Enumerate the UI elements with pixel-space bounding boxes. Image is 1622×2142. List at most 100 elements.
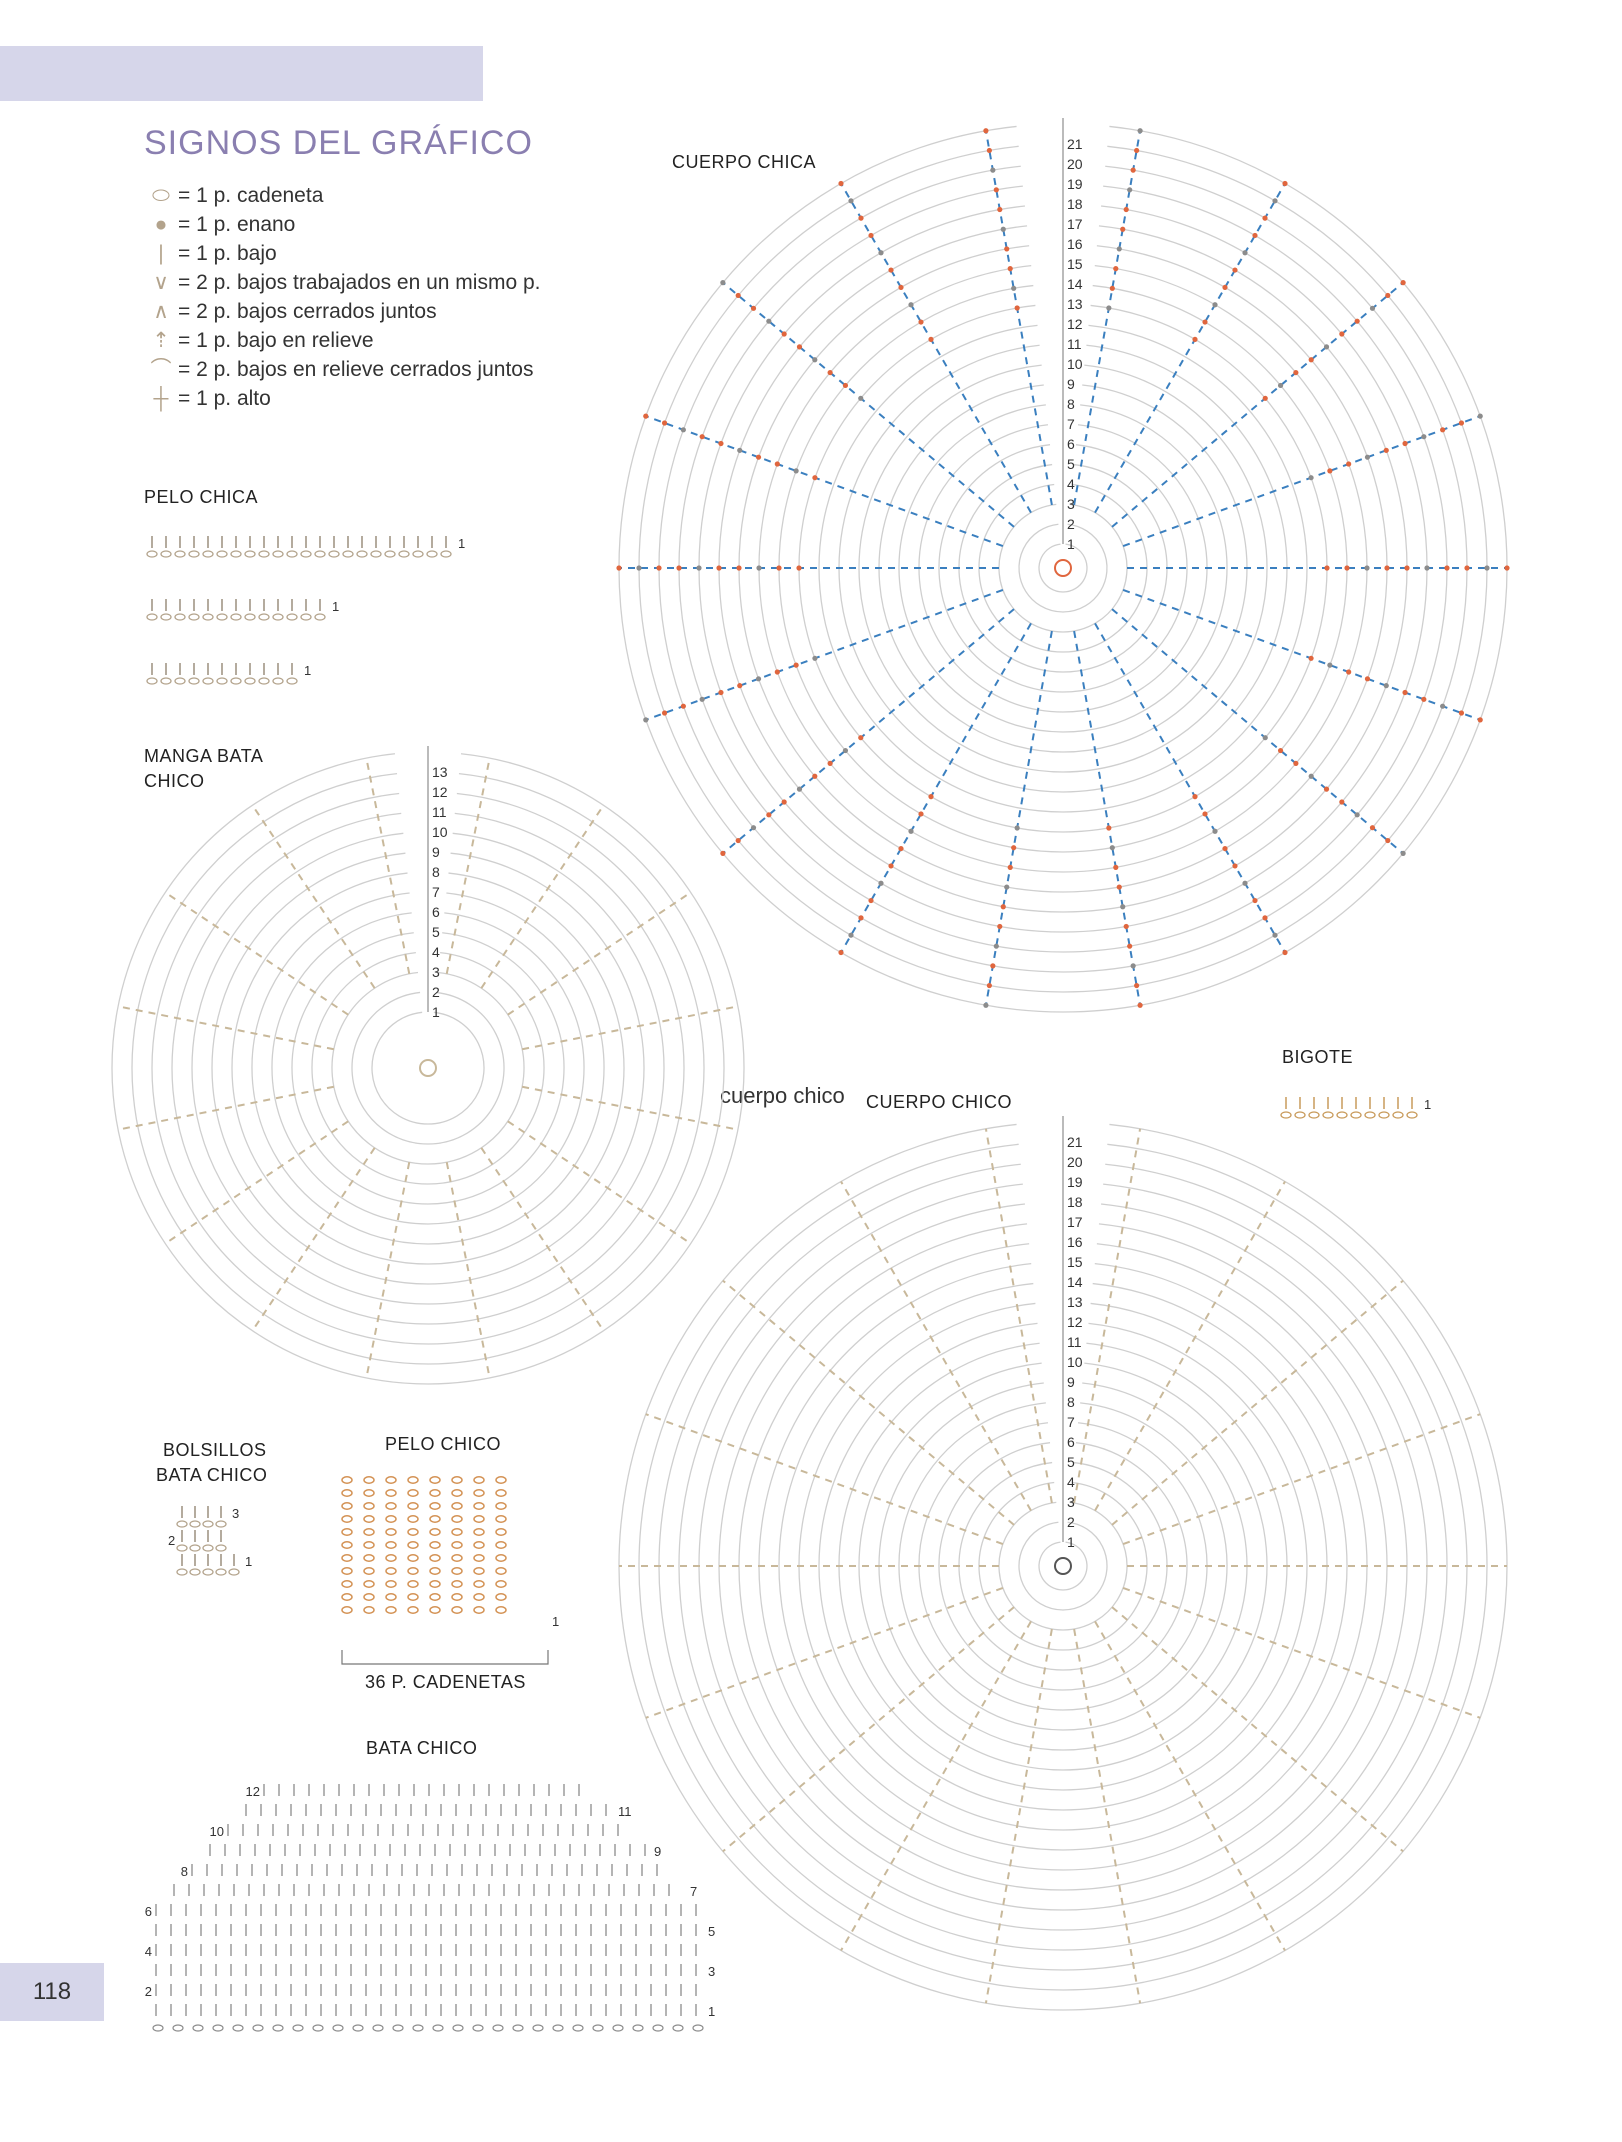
relief-stitch-mark	[1385, 837, 1391, 844]
stitch-spoke	[521, 1005, 739, 1051]
pelo-chico-chain	[363, 1528, 375, 1536]
relief-stitch-mark	[986, 982, 992, 989]
pelo-chico-chain	[407, 1541, 419, 1549]
relief-stitch-mark	[1134, 147, 1140, 154]
pelo-chico-chain	[341, 1489, 353, 1497]
relief-stitch-mark	[1369, 825, 1376, 831]
relief-stitch-mark	[718, 440, 724, 447]
relief-stitch-mark	[1262, 215, 1268, 221]
pelo-chico-chain	[473, 1567, 485, 1575]
relief-stitch-mark	[1130, 963, 1136, 969]
relief-stitch-mark	[908, 828, 914, 834]
row-label: 19	[1067, 1174, 1083, 1190]
bata-chain	[332, 2024, 344, 2032]
round-ring	[151, 792, 705, 1345]
bata-chain	[592, 2024, 604, 2032]
bata-chain	[272, 2024, 284, 2032]
stitch-spoke	[365, 757, 411, 975]
relief-stitch-mark	[1440, 427, 1446, 433]
row-label: 1	[1067, 536, 1075, 552]
round-ring	[718, 1223, 1408, 1911]
pelo-chica-title: PELO CHICA	[144, 487, 259, 507]
pelo-chico-chain	[385, 1541, 397, 1549]
pelo-chico-chain	[385, 1489, 397, 1497]
round-ring	[1018, 1521, 1108, 1611]
pelo-chico-chain	[385, 1567, 397, 1575]
magic-ring	[419, 1059, 437, 1077]
row-label: 16	[1067, 1234, 1083, 1250]
relief-stitch-mark	[993, 187, 999, 193]
relief-stitch-mark	[636, 565, 642, 571]
relief-stitch-mark	[1364, 565, 1370, 571]
pelo-chico-chain	[473, 1580, 485, 1588]
relief-stitch-mark	[736, 565, 742, 571]
stitch-spoke	[1094, 1180, 1286, 1512]
relief-stitch-mark	[1202, 319, 1208, 325]
relief-stitch-mark	[720, 850, 726, 856]
round-ring	[738, 245, 1388, 893]
row-label: 12	[432, 784, 448, 800]
pelo-chico-chain	[407, 1515, 419, 1523]
bata-chico-title: BATA CHICO	[366, 1738, 478, 1758]
chain-mark	[1336, 1111, 1348, 1119]
round-ring	[758, 1263, 1368, 1871]
pelo-chico-chain	[473, 1554, 485, 1562]
relief-stitch-mark	[918, 811, 924, 817]
relief-stitch-mark	[1421, 696, 1427, 702]
round-ring	[898, 404, 1228, 733]
chain-mark	[160, 677, 172, 685]
relief-stitch-mark	[1440, 703, 1446, 709]
pelo-chico-chain	[451, 1515, 463, 1523]
chain-mark	[160, 613, 172, 621]
bigote-row	[1280, 1097, 1418, 1119]
row-label: 18	[1067, 1194, 1083, 1210]
pelo-chico-chain	[495, 1606, 507, 1614]
relief-stitch-mark	[1014, 825, 1020, 831]
round-ring	[858, 364, 1268, 773]
row-label: 1	[1424, 1097, 1431, 1112]
relief-stitch-mark	[774, 669, 780, 675]
relief-stitch-mark	[1464, 565, 1470, 571]
row-label: 3	[232, 1506, 239, 1521]
stitch-spoke	[507, 891, 692, 1016]
chain-mark	[202, 1568, 214, 1576]
pelo-chico-chain	[429, 1554, 441, 1562]
row-label: 6	[1067, 436, 1075, 452]
pelo-chico-chain	[407, 1593, 419, 1601]
relief-stitch-mark	[1354, 812, 1360, 818]
chain-mark	[1322, 1111, 1334, 1119]
relief-stitch-mark	[1262, 395, 1268, 401]
relief-stitch-mark	[812, 773, 818, 779]
pelo-chico-chain	[407, 1476, 419, 1484]
chain-mark	[176, 1520, 188, 1528]
round-ring	[1018, 523, 1108, 613]
row-label: 6	[432, 904, 440, 920]
relief-stitch-mark	[755, 454, 762, 460]
relief-stitch-mark	[888, 863, 894, 869]
stitch-spoke	[1094, 622, 1286, 954]
chain-mark	[202, 613, 214, 621]
chain-mark	[398, 550, 410, 558]
pelo-chico-chain	[429, 1593, 441, 1601]
pelo-chico-chain	[495, 1541, 507, 1549]
round-ring	[978, 483, 1148, 653]
stitch-spoke	[840, 182, 1032, 514]
round-ring	[958, 463, 1168, 673]
bata-chain	[572, 2024, 584, 2032]
pelo-chico-chain	[363, 1502, 375, 1510]
relief-stitch-mark	[1011, 845, 1017, 851]
stitch-spoke	[445, 757, 491, 975]
legend-item: ⇡ = 1 p. bajo en relieve	[144, 327, 373, 355]
chain-mark	[160, 550, 172, 558]
pelo-chico-chain	[341, 1567, 353, 1575]
round-ring	[311, 951, 545, 1185]
round-ring	[758, 265, 1368, 873]
round-ring	[978, 1481, 1148, 1651]
round-ring	[778, 284, 1348, 853]
round-ring	[898, 1402, 1228, 1731]
row-label: 1	[432, 1004, 440, 1020]
round-ring	[291, 932, 565, 1205]
chain-mark	[188, 550, 200, 558]
relief-stitch-mark	[1113, 864, 1119, 870]
round-ring	[131, 772, 725, 1365]
